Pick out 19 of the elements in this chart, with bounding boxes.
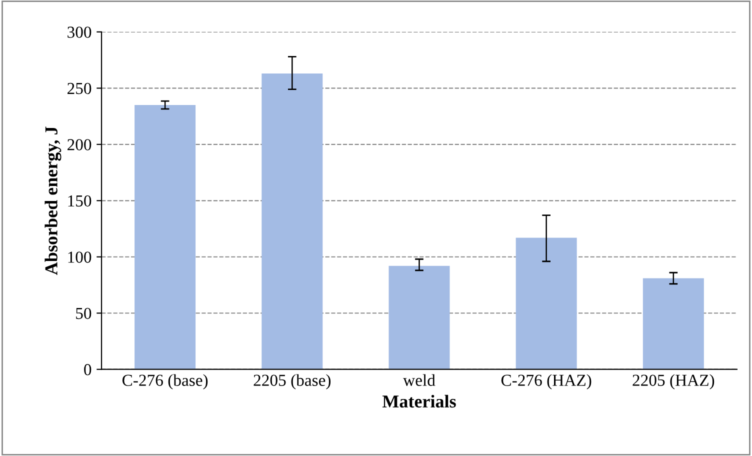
x-tick-label: 2205 (HAZ)	[632, 374, 714, 390]
y-tick-label: 50	[76, 308, 92, 320]
x-tick-label: weld	[403, 374, 436, 386]
y-tick-label: 250	[68, 82, 92, 94]
bar	[642, 278, 704, 370]
bar	[262, 74, 323, 370]
bar	[388, 266, 450, 370]
y-axis-title: Absorbed energy, J	[44, 126, 62, 275]
bar	[516, 238, 577, 370]
y-tick-label: 100	[68, 252, 92, 263]
y-tick-label: 150	[68, 195, 92, 207]
x-tick-label: 2205 (base)	[254, 374, 331, 390]
y-tick-label: 300	[68, 26, 92, 38]
bar	[134, 105, 196, 370]
x-tick-label: C-276 (base)	[122, 374, 208, 390]
y-tick-label: 0	[84, 364, 92, 376]
x-axis-title: Materials	[382, 394, 456, 408]
x-tick-label: C-276 (HAZ)	[501, 374, 592, 390]
y-tick-label: 200	[68, 139, 92, 150]
